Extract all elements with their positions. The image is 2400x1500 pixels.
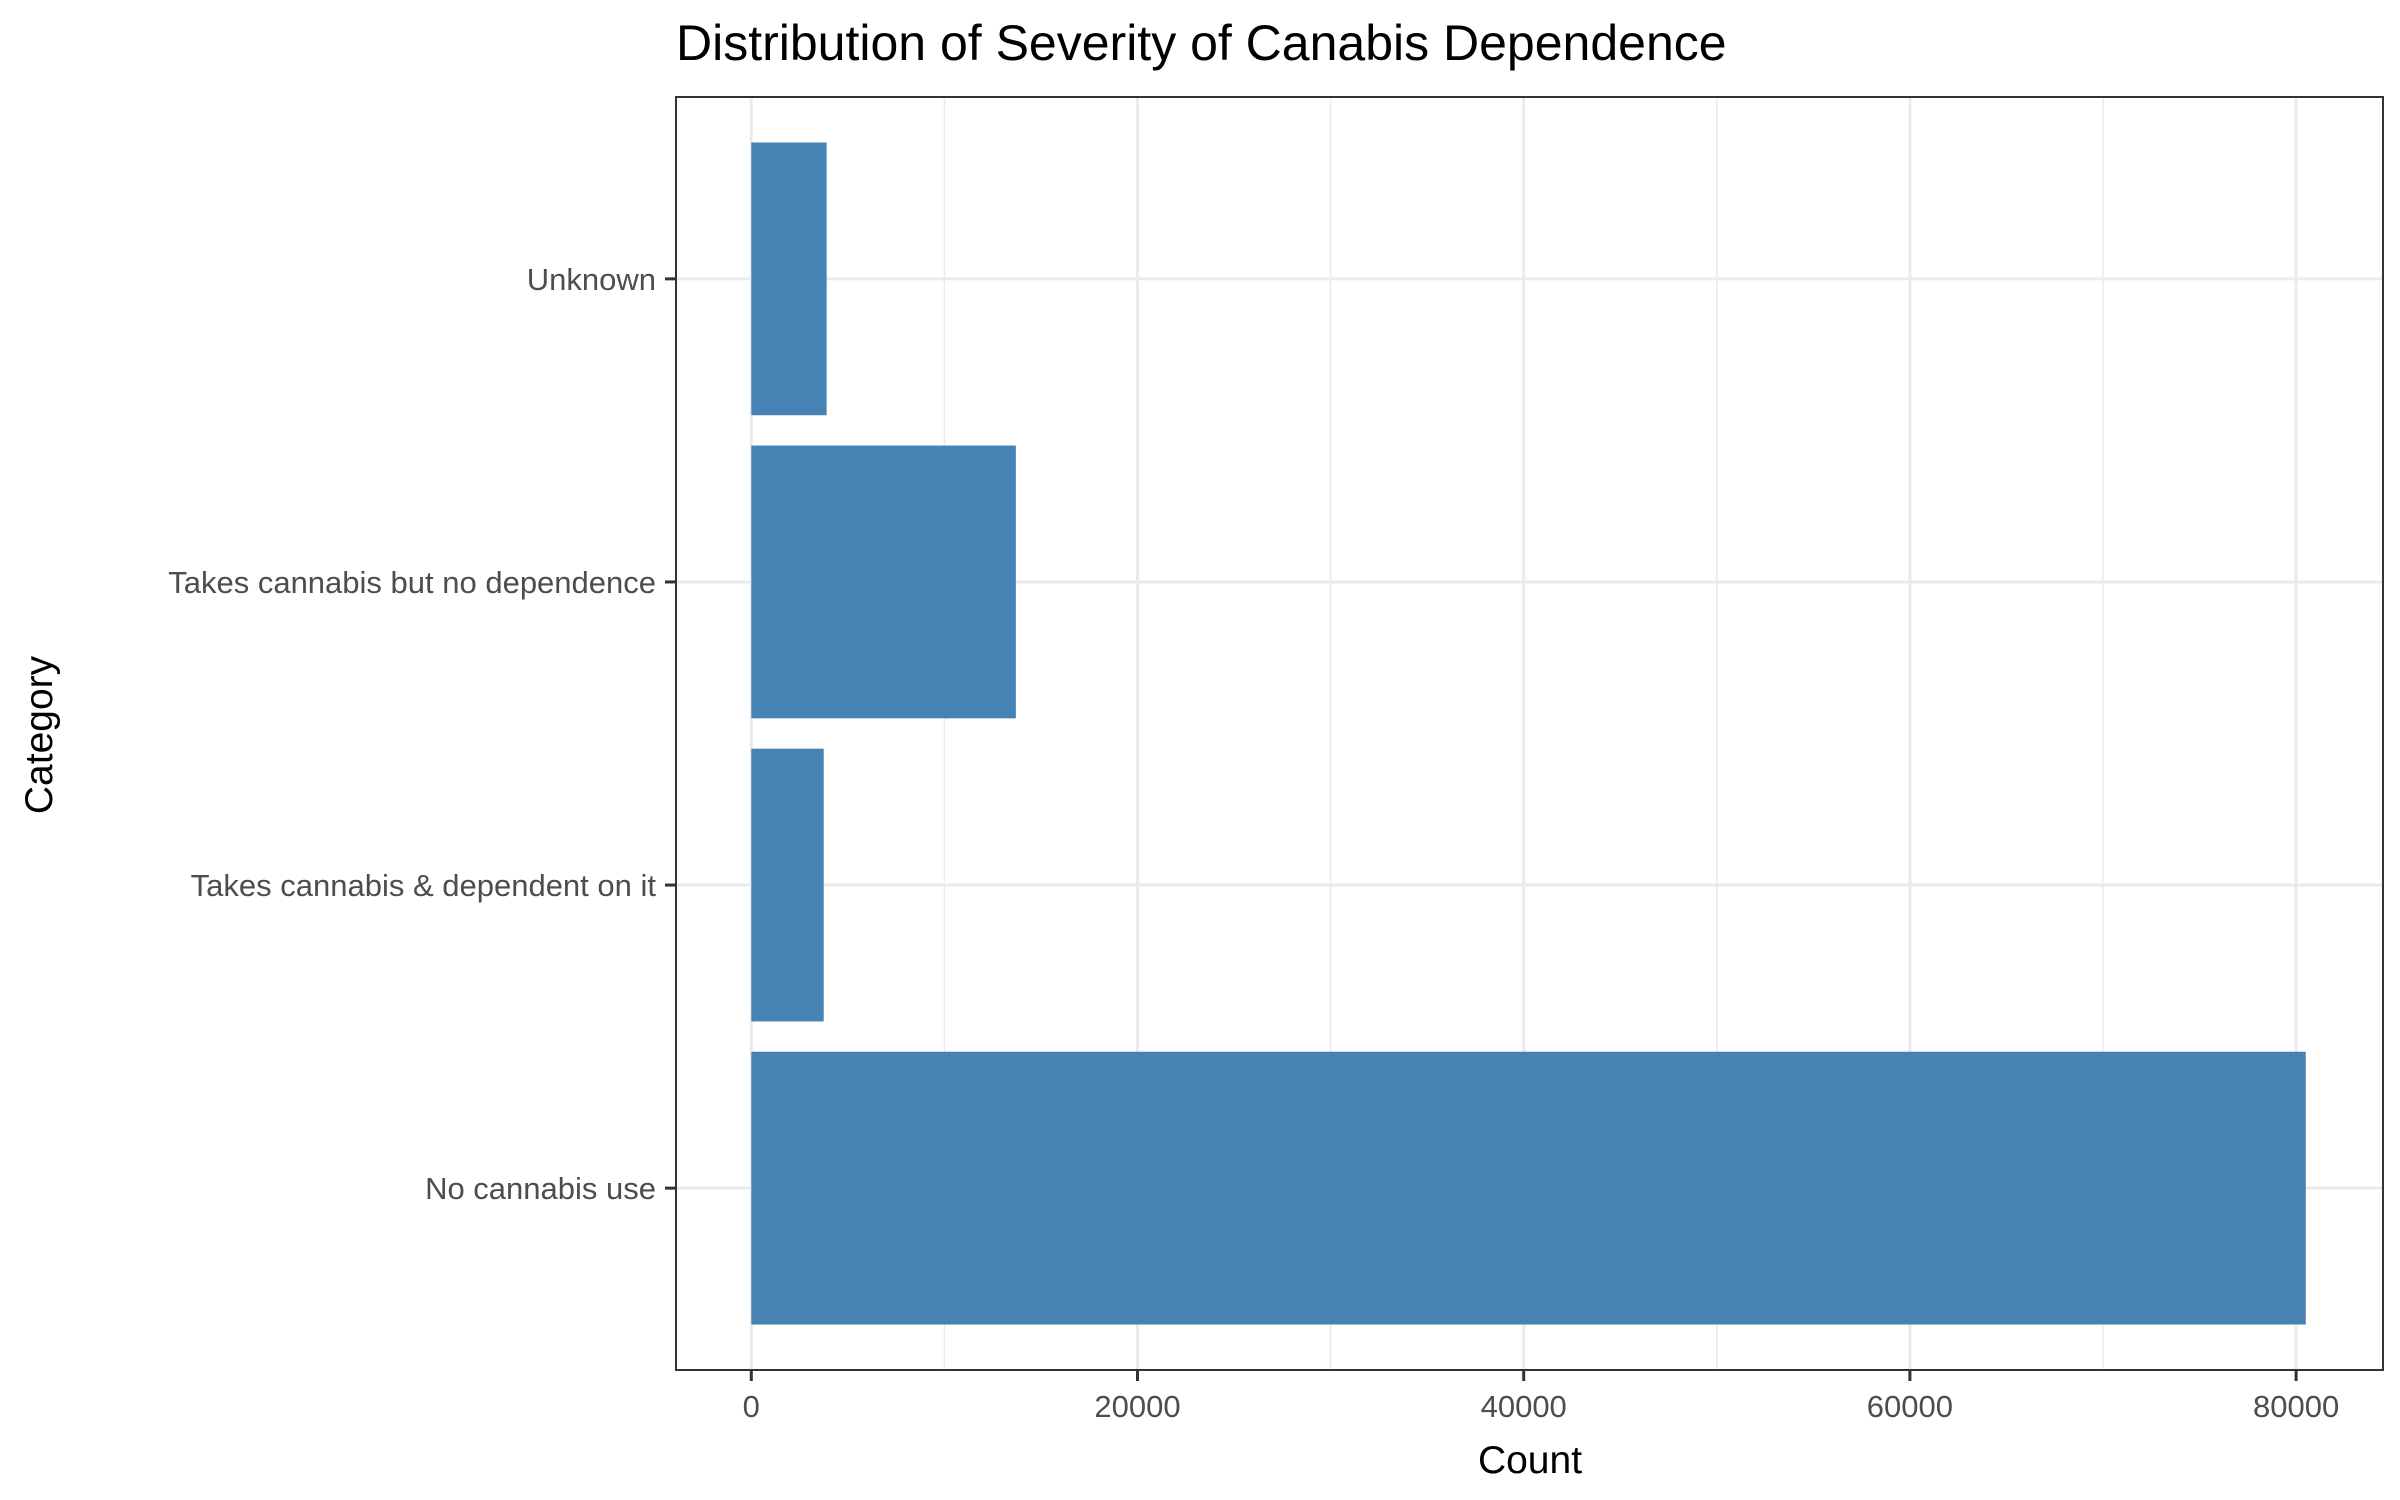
- bars: [751, 142, 2306, 1325]
- x-tick-label: 0: [743, 1389, 760, 1424]
- y-tick-label: Takes cannabis but no dependence: [168, 565, 656, 600]
- y-tick-label: Unknown: [527, 262, 656, 297]
- x-tick-label: 40000: [1481, 1389, 1567, 1424]
- bar: [751, 445, 1016, 719]
- y-tick-label: No cannabis use: [425, 1171, 656, 1206]
- panel-border: [675, 96, 2384, 1371]
- bar: [751, 142, 827, 416]
- x-tick-label: 60000: [1867, 1389, 1953, 1424]
- bar: [751, 1051, 2306, 1325]
- x-tick-label: 80000: [2253, 1389, 2339, 1424]
- x-axis-title: Count: [1478, 1439, 1582, 1482]
- chart-title: Distribution of Severity of Canabis Depe…: [676, 15, 1727, 71]
- y-tick-label: Takes cannabis & dependent on it: [191, 868, 657, 903]
- x-tick-label: 20000: [1094, 1389, 1180, 1424]
- y-axis: No cannabis use Takes cannabis & dependen…: [168, 262, 676, 1206]
- y-axis-title: Category: [18, 655, 61, 814]
- bar: [751, 748, 824, 1022]
- x-axis: 0 20000 40000 60000 80000: [743, 1370, 2339, 1424]
